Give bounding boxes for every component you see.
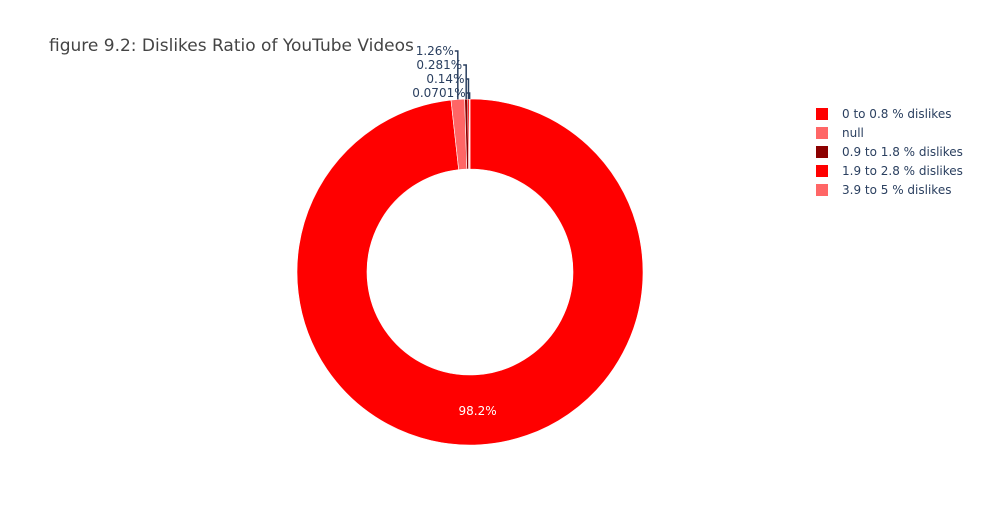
legend-swatch [816,146,828,158]
legend-label: 0 to 0.8 % dislikes [842,107,951,121]
legend-item[interactable]: null [816,126,864,140]
leader-line [466,92,471,100]
legend-item[interactable]: 0 to 0.8 % dislikes [816,107,951,121]
legend-label: 1.9 to 2.8 % dislikes [842,164,963,178]
legend-swatch [816,108,828,120]
legend-item[interactable]: 3.9 to 5 % dislikes [816,183,951,197]
legend-label: 0.9 to 1.8 % dislikes [842,145,963,159]
slice-labels: 98.2% 1.26%0.281%0.14%0.0701% [412,44,496,418]
slice-label: 98.2% [459,404,497,418]
slice-label: 1.26% [416,44,454,58]
pie-slices [296,98,644,446]
slice-label: 0.281% [416,58,462,72]
legend-label: null [842,126,864,140]
legend-swatch [816,165,828,177]
chart-title: figure 9.2: Dislikes Ratio of YouTube Vi… [49,36,414,56]
slice-label: 0.14% [426,72,464,86]
leader-line [463,64,467,100]
legend[interactable]: 0 to 0.8 % dislikes null 0.9 to 1.8 % disl… [816,107,963,197]
pie-slice[interactable] [296,98,644,446]
leader-line [454,50,459,100]
legend-item[interactable]: 0.9 to 1.8 % dislikes [816,145,963,159]
legend-swatch [816,184,828,196]
legend-label: 3.9 to 5 % dislikes [842,183,951,197]
slice-label: 0.0701% [412,86,465,100]
legend-item[interactable]: 1.9 to 2.8 % dislikes [816,164,963,178]
legend-swatch [816,127,828,139]
pie-slice[interactable] [468,98,471,170]
